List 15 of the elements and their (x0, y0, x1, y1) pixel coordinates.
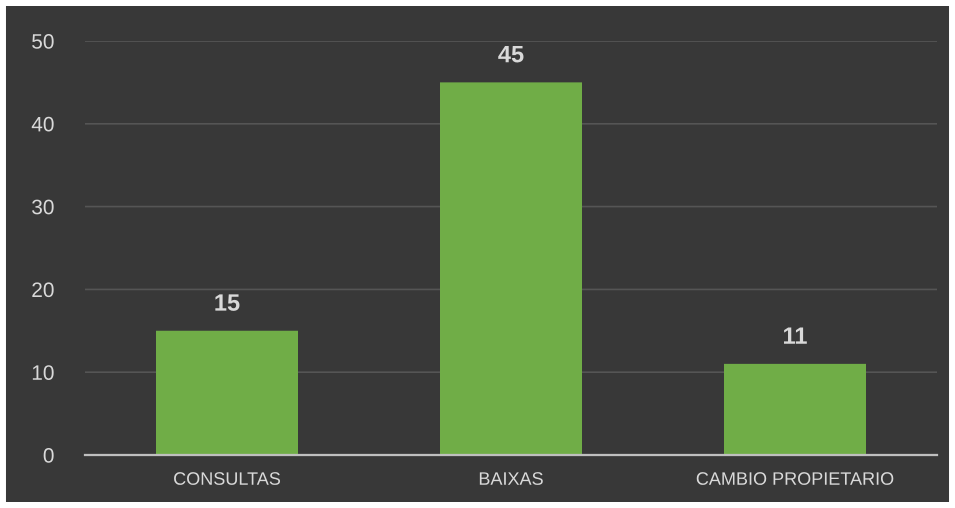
x-tick-label: CONSULTAS (174, 472, 280, 485)
x-tick-label: CAMBIO PROPIETARIO (696, 472, 894, 485)
y-tick-label: 30 (32, 200, 54, 214)
data-label: 11 (784, 328, 807, 344)
y-tick-label: 0 (44, 448, 54, 463)
bar (156, 330, 298, 455)
y-tick-label: 40 (32, 116, 54, 132)
x-tick-label: BAIXAS (480, 472, 543, 485)
y-tick-label: 10 (32, 365, 54, 380)
data-label: 15 (215, 294, 240, 311)
data-label: 45 (498, 46, 524, 62)
y-tick-label: 50 (32, 34, 54, 49)
bar (440, 82, 582, 455)
y-tick-label: 20 (32, 282, 54, 298)
bar (724, 364, 866, 455)
